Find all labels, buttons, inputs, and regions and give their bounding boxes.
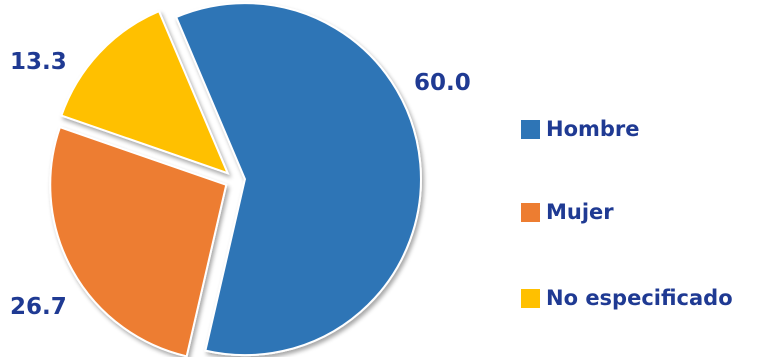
legend-item-hombre: Hombre <box>521 119 640 140</box>
data-label-hombre: 60.0 <box>414 70 471 96</box>
pie-slice-mujer <box>49 125 228 357</box>
legend-label-no-especificado: No especificado <box>546 286 733 310</box>
data-label-mujer: 26.7 <box>10 294 67 320</box>
legend-swatch-mujer <box>521 203 540 222</box>
legend-label-hombre: Hombre <box>546 117 640 141</box>
data-label-no-especificado: 13.3 <box>10 49 67 75</box>
legend-swatch-no-especificado <box>521 289 540 308</box>
pie-slice-no-especificado <box>60 9 230 175</box>
pie-slice-hombre <box>174 2 422 357</box>
legend-item-no-especificado: No especificado <box>521 288 733 309</box>
legend-item-mujer: Mujer <box>521 202 614 223</box>
legend-swatch-hombre <box>521 120 540 139</box>
legend-label-mujer: Mujer <box>546 200 614 224</box>
